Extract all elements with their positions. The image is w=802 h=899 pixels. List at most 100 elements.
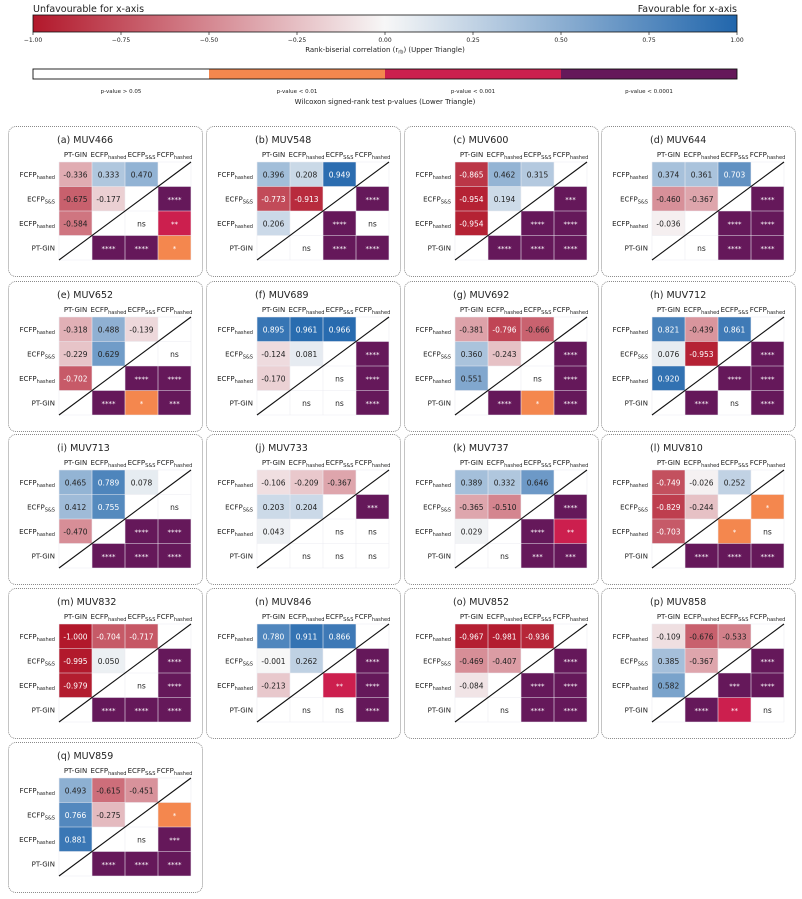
- column-label: PT-GIN: [460, 151, 483, 159]
- diagonal-line: [651, 161, 785, 261]
- rbc-cell: [92, 802, 125, 827]
- rbc-cell: [257, 211, 290, 236]
- cell-label: ****: [761, 400, 776, 408]
- column-label: FCFPhashed: [157, 306, 193, 316]
- pvalue-cell: [554, 697, 587, 722]
- pvalue-cell: [751, 673, 784, 698]
- row-label: ECFPhashed: [415, 220, 451, 230]
- cell-label: 0.332: [494, 478, 516, 487]
- column-label: ECFPhashed: [91, 459, 127, 469]
- cell-label: ****: [564, 504, 579, 512]
- pvalue-cell: [554, 366, 587, 391]
- cell-label: ns: [302, 244, 311, 253]
- column-label: ECFPS&S: [128, 767, 156, 777]
- row-label: ECFPhashed: [612, 682, 648, 692]
- pvalue-cell: [488, 543, 521, 568]
- rbc-cell: [257, 494, 290, 519]
- panel-title: (c) MUV600: [453, 135, 508, 146]
- rbc-cell: [59, 317, 92, 342]
- cell-label: -0.954: [459, 219, 483, 228]
- cell-label: 0.703: [724, 170, 746, 179]
- row-label: ECFPhashed: [612, 375, 648, 385]
- column-label: FCFPhashed: [355, 306, 391, 316]
- cell-label: ****: [168, 375, 183, 383]
- rbc-cell: [455, 211, 488, 236]
- cell-label: ns: [302, 706, 311, 715]
- cell-label: 0.076: [658, 350, 680, 359]
- pvalue-cell: [718, 390, 751, 415]
- cell-label: ****: [498, 400, 513, 408]
- pvalue-cell: [323, 543, 356, 568]
- cell-label: ns: [500, 706, 509, 715]
- row-label: ECFPhashed: [612, 220, 648, 230]
- column-label: PT-GIN: [657, 459, 680, 467]
- cell-label: -0.407: [492, 657, 516, 666]
- row-label: ECFPhashed: [217, 682, 253, 692]
- pvalue-cell: [521, 543, 554, 568]
- heatmap-panel: (p) MUV858 PT-GIN ECFPhashed ECFPS&S FCFPhas…: [601, 588, 796, 739]
- cell-label: ns: [137, 219, 146, 228]
- rbc-cell: [59, 470, 92, 495]
- rbc-cell: [685, 186, 718, 211]
- pvalue-cell: [323, 390, 356, 415]
- cell-label: -0.967: [459, 632, 483, 641]
- panel-title: (o) MUV852: [453, 597, 509, 608]
- pvalue-cell: [685, 235, 718, 260]
- pvalue-cell: [125, 697, 158, 722]
- column-label: ECFPS&S: [524, 151, 552, 161]
- diagonal-line: [651, 469, 785, 569]
- diagonal-line: [454, 316, 588, 416]
- pvalue-cell: [718, 366, 751, 391]
- pvalue-cell: [92, 390, 125, 415]
- rbc-cell: [488, 317, 521, 342]
- row-label: ECFPhashed: [19, 528, 55, 538]
- cell-label: ****: [564, 375, 579, 383]
- cell-label: 0.389: [461, 478, 483, 487]
- heatmap-panel: (n) MUV846 PT-GIN ECFPhashed ECFPS&S FCFPhas…: [206, 588, 401, 739]
- diagonal-line: [651, 623, 785, 723]
- cell-label: -0.796: [492, 325, 516, 334]
- rbc-cell: [257, 366, 290, 391]
- colorbars: Unfavourable for x-axis Favourable for x-…: [24, 4, 744, 106]
- row-label: FCFPhashed: [217, 479, 253, 489]
- cell-label: **: [171, 220, 179, 228]
- rbc-cell: [685, 494, 718, 519]
- rbc-cell: [652, 648, 685, 673]
- row-label: PT-GIN: [32, 552, 55, 560]
- cell-label: -0.469: [459, 657, 483, 666]
- cell-label: 0.488: [98, 325, 120, 334]
- pvalue-cell: [158, 366, 191, 391]
- rbc-cell: [59, 519, 92, 544]
- cell-label: -0.749: [656, 478, 680, 487]
- cell-label: ****: [333, 245, 348, 253]
- rbc-cell: [290, 470, 323, 495]
- cell-label: **: [336, 682, 344, 690]
- row-label: PT-GIN: [230, 399, 253, 407]
- cell-label: -0.460: [656, 195, 680, 204]
- cell-label: 0.966: [329, 325, 351, 334]
- pvalue-colorbar: [32, 68, 738, 80]
- pvalue-cell: [751, 366, 784, 391]
- rbc-cell: [59, 341, 92, 366]
- cell-label: ****: [761, 245, 776, 253]
- rbc-cell: [59, 802, 92, 827]
- cell-label: -0.913: [294, 195, 318, 204]
- pvalue-cell: [554, 235, 587, 260]
- cell-label: ****: [135, 375, 150, 383]
- pvalue-cell: [751, 494, 784, 519]
- rbc-cell: [257, 470, 290, 495]
- pvalue-segment: [209, 69, 385, 79]
- cell-label: 0.029: [461, 527, 483, 536]
- cell-label: -0.001: [261, 657, 285, 666]
- heatmap-panel: (g) MUV692 PT-GIN ECFPhashed ECFPS&S FCFPhas…: [404, 281, 599, 432]
- rbc-cell: [290, 494, 323, 519]
- cell-label: **: [567, 528, 575, 536]
- rbc-cell: [685, 648, 718, 673]
- cell-label: 0.043: [263, 527, 285, 536]
- column-label: PT-GIN: [262, 459, 285, 467]
- column-label: PT-GIN: [460, 306, 483, 314]
